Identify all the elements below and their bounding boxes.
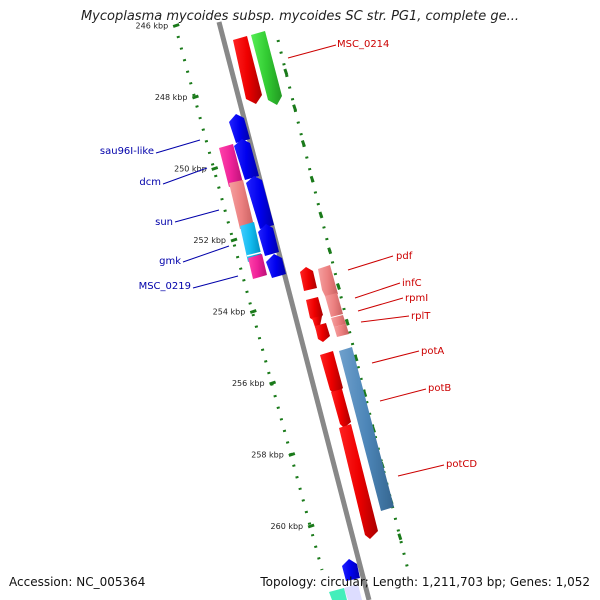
label-sau96I-like[interactable]: sau96I-like: [100, 146, 154, 157]
gene-pdf[interactable]: [318, 265, 338, 298]
label-rplT[interactable]: rplT: [411, 311, 431, 322]
major-tick: [249, 309, 257, 314]
gene-MSC_0214[interactable]: [251, 31, 282, 105]
major-tick: [288, 452, 296, 457]
minor-tick: [344, 318, 350, 326]
gene-sau96I-like[interactable]: [219, 144, 243, 187]
gene-features: [219, 31, 394, 600]
tick-label: 246 kbp: [136, 22, 169, 31]
left-tick-track: [176, 35, 324, 571]
label-pdf[interactable]: pdf: [396, 251, 413, 262]
tick-label: 254 kbp: [213, 308, 246, 317]
minor-tick: [300, 140, 306, 147]
label-sun[interactable]: sun: [155, 217, 173, 228]
label-MSC_0214[interactable]: MSC_0214: [337, 39, 389, 50]
gene-gmk[interactable]: [248, 254, 267, 279]
accession-text: Accession: NC_005364: [9, 575, 146, 589]
label-MSC_0219[interactable]: MSC_0219: [139, 281, 191, 292]
cds-pdf[interactable]: [300, 267, 317, 291]
minor-tick: [353, 354, 359, 362]
major-tick: [172, 23, 180, 28]
major-tick: [211, 166, 219, 171]
gene-sun[interactable]: [240, 222, 262, 262]
minor-tick: [336, 283, 341, 290]
gene-divider: [246, 251, 264, 257]
cds-rplT[interactable]: [315, 323, 330, 342]
cds-infC[interactable]: [306, 297, 323, 322]
tick-label: 250 kbp: [174, 165, 207, 174]
genome-summary-text: Topology: circular; Length: 1,211,703 bp…: [260, 575, 590, 589]
gene-dcm[interactable]: [229, 180, 254, 229]
gene-partial-bottom-2[interactable]: [344, 584, 362, 600]
major-tick: [269, 380, 277, 386]
tick-label: 252 kbp: [193, 236, 226, 245]
tick-labels: 246 kbp 248 kbp 250 kbp 252 kbp 254 kbp 256 k…: [136, 22, 304, 532]
gene-potABCD[interactable]: [339, 347, 394, 511]
minor-tick: [318, 211, 324, 219]
minor-tick: [292, 104, 298, 112]
major-tick: [307, 523, 315, 529]
label-dcm[interactable]: dcm: [139, 177, 161, 188]
cds-potCD[interactable]: [339, 424, 378, 539]
tick-label: 256 kbp: [232, 379, 265, 388]
cds-potB[interactable]: [331, 389, 351, 428]
cds-MSC_0219[interactable]: [266, 254, 286, 278]
tick-label: 248 kbp: [155, 93, 188, 102]
gene-rpmI[interactable]: [331, 315, 346, 327]
cds-MSC_0214[interactable]: [233, 36, 262, 104]
cds-sau96I-like[interactable]: [229, 114, 250, 143]
label-potA[interactable]: potA: [421, 346, 444, 357]
cds-dcm[interactable]: [234, 139, 259, 180]
tick-label: 258 kbp: [251, 451, 284, 460]
minor-tick: [283, 68, 289, 76]
leader-lines: [155, 44, 445, 477]
gene-labels: MSC_0214 sau96I-like dcm sun gmk MSC_021…: [100, 39, 477, 470]
cds-partial-bottom[interactable]: [342, 559, 360, 581]
minor-tick: [327, 247, 333, 255]
label-gmk[interactable]: gmk: [159, 256, 181, 267]
cds-gmk[interactable]: [258, 224, 279, 256]
minor-tick: [397, 533, 403, 541]
minor-tick: [309, 175, 315, 183]
minor-tick: [362, 390, 368, 398]
label-potB[interactable]: potB: [428, 383, 451, 394]
tick-label: 260 kbp: [271, 522, 304, 531]
label-rpmI[interactable]: rpmI: [405, 293, 428, 304]
gene-rplT[interactable]: [334, 324, 349, 337]
major-tick: [191, 94, 199, 100]
cds-potA[interactable]: [320, 351, 343, 395]
gene-infC[interactable]: [325, 293, 343, 317]
cds-sun[interactable]: [246, 176, 274, 229]
label-infC[interactable]: infC: [402, 278, 422, 289]
gene-partial-bottom-1[interactable]: [329, 588, 347, 600]
major-tick: [230, 237, 238, 243]
label-potCD[interactable]: potCD: [446, 459, 477, 470]
map-title: Mycoplasma mycoides subsp. mycoides SC s…: [80, 9, 520, 24]
